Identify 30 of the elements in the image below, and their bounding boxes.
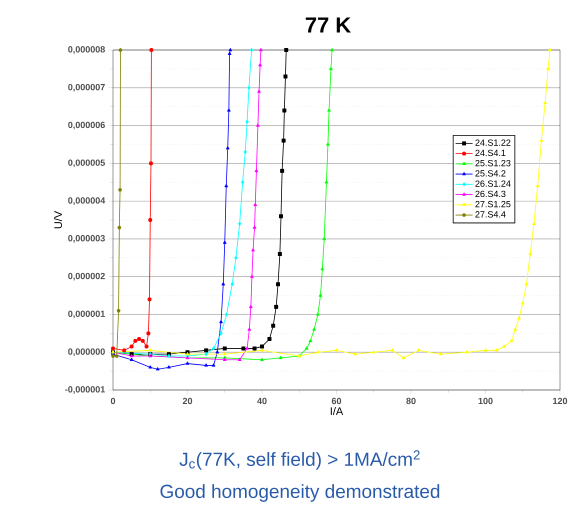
x-tick-label: 120 [553,398,568,404]
x-axis-title: I/A [330,406,344,416]
legend-label: 24.S1.22 [475,139,510,146]
legend-label: 26.S4.3 [475,190,506,198]
legend-label: 25.S1.23 [475,160,510,166]
x-tick-label: 40 [257,398,267,404]
x-tick-label: 100 [478,398,493,404]
y-tick-label: 0,000000 [68,348,105,356]
y-axis-title: U/V [54,210,62,228]
text: J$_{c}$(77K, self field) > 1MA/cm$^{2}$ [179,450,420,470]
y-tick-label: 0,000006 [68,122,105,130]
legend-label: 26.S1.24 [475,180,511,187]
y-tick-label: 0,000004 [68,197,106,205]
x-tick-label: 80 [406,398,416,404]
x-tick-label: 60 [332,398,342,404]
y-tick-label: 0,000002 [68,272,105,280]
legend-label: 25.S4.2 [475,170,506,177]
y-tick-label: 0,000003 [68,235,105,243]
y-tick-label: 0,000008 [68,46,105,54]
text: Good homogeneity demonstrated [160,484,440,502]
chart-title: 77 K [306,17,351,33]
legend-label: 27.S4.4 [475,211,506,218]
x-tick-label: 0 [110,398,116,404]
y-tick-label: 0,000005 [68,160,105,168]
legend-label: 24.S4.1 [475,150,506,156]
y-tick-label: 0,000007 [68,84,105,92]
x-tick-label: 20 [182,398,192,404]
y-tick-label: 0,000001 [68,310,105,318]
y-tick-label: -0,000001 [65,386,105,394]
legend-label: 27.S1.25 [475,200,510,208]
